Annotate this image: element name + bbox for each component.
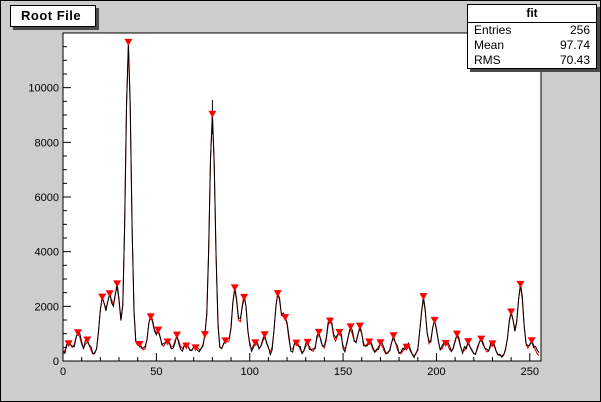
peak-marker: [430, 316, 439, 324]
peak-marker: [191, 344, 200, 352]
peak-marker: [376, 339, 385, 347]
y-tick-label: 2000: [35, 301, 59, 313]
peak-marker: [346, 323, 355, 331]
peak-marker: [419, 293, 428, 301]
x-tick-label: 50: [150, 366, 162, 378]
peak-marker: [163, 338, 172, 346]
stats-label-mean: Mean: [474, 38, 505, 52]
peak-marker: [113, 280, 122, 288]
canvas-title-pave[interactable]: Root File: [10, 5, 97, 27]
peak-marker: [355, 322, 364, 330]
y-tick-label: 0: [53, 356, 59, 368]
y-tick-label: 8000: [35, 137, 59, 149]
peak-marker: [488, 340, 497, 348]
x-tick-label: 0: [60, 366, 66, 378]
peak-marker: [441, 339, 450, 347]
x-tick-label: 150: [334, 366, 352, 378]
peak-marker: [146, 313, 155, 321]
y-tick-label: 10000: [28, 83, 59, 95]
peak-marker: [98, 293, 107, 301]
peak-marker: [230, 284, 239, 292]
stats-label-entries: Entries: [474, 23, 512, 37]
peak-marker: [477, 335, 486, 343]
peak-marker: [172, 331, 181, 339]
peak-marker: [154, 326, 163, 334]
peak-marker: [402, 343, 411, 351]
stats-row-entries: Entries 256: [468, 23, 596, 38]
peak-marker: [507, 308, 516, 316]
peak-marker: [389, 332, 398, 340]
peak-marker: [73, 329, 82, 337]
peak-marker: [124, 38, 133, 46]
peak-marker: [452, 330, 461, 338]
peak-marker: [303, 338, 312, 346]
stats-row-rms: RMS 70.43: [468, 53, 596, 68]
stats-box[interactable]: fit Entries 256 Mean 97.74 RMS 70.43: [467, 4, 597, 69]
peak-marker: [240, 293, 249, 301]
peak-marker: [326, 317, 335, 325]
x-tick-label: 200: [427, 366, 445, 378]
peak-marker: [200, 331, 209, 339]
peak-marker: [260, 331, 269, 339]
stats-row-mean: Mean 97.74: [468, 38, 596, 53]
stats-label-rms: RMS: [474, 53, 501, 67]
peak-marker: [64, 340, 73, 348]
x-tick-label: 250: [521, 366, 539, 378]
peak-marker: [273, 290, 282, 298]
peak-marker: [335, 329, 344, 337]
peak-marker: [516, 280, 525, 288]
peak-marker: [365, 338, 374, 346]
peak-marker: [251, 339, 260, 347]
y-tick-label: 4000: [35, 247, 59, 259]
plot-frame[interactable]: [62, 32, 542, 362]
stats-value-rms: 70.43: [559, 53, 590, 67]
stats-value-entries: 256: [569, 23, 590, 37]
peak-marker: [208, 110, 217, 118]
peak-marker: [182, 342, 191, 350]
x-tick-label: 100: [241, 366, 259, 378]
peak-marker: [105, 290, 114, 298]
peak-marker: [314, 328, 323, 336]
peak-marker: [464, 338, 473, 346]
peak-marker: [527, 337, 536, 345]
stats-value-mean: 97.74: [559, 38, 590, 52]
histogram-line: [62, 41, 540, 359]
peak-marker: [83, 336, 92, 344]
peak-marker: [292, 339, 301, 347]
peak-marker: [135, 340, 144, 348]
stats-title: fit: [468, 5, 596, 23]
peak-marker: [221, 337, 230, 345]
peak-marker: [281, 314, 290, 322]
y-tick-label: 6000: [35, 192, 59, 204]
